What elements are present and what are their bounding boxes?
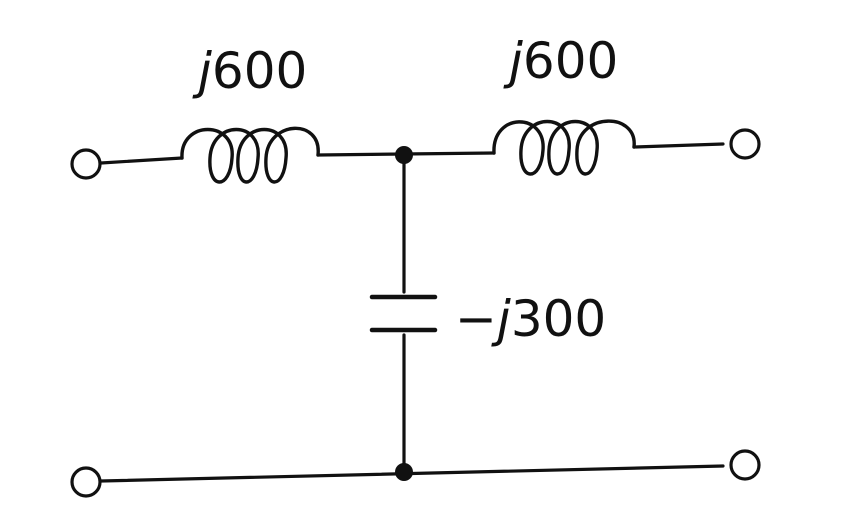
inductor-right: [492, 119, 636, 176]
junction-top: [395, 146, 413, 164]
terminal-bottom-left: [70, 466, 102, 498]
junction-bottom: [395, 463, 413, 481]
inductor-right-label: j600: [503, 32, 618, 90]
inductor-left: [180, 126, 320, 184]
top-wire-right: [632, 142, 725, 149]
terminal-bottom-right: [729, 449, 761, 481]
capacitor-label: −j300: [455, 290, 606, 348]
top-wire-left: [99, 156, 184, 165]
terminal-top-right: [729, 128, 761, 160]
inductor-left-label: j600: [192, 42, 307, 100]
terminal-top-left: [70, 148, 102, 180]
